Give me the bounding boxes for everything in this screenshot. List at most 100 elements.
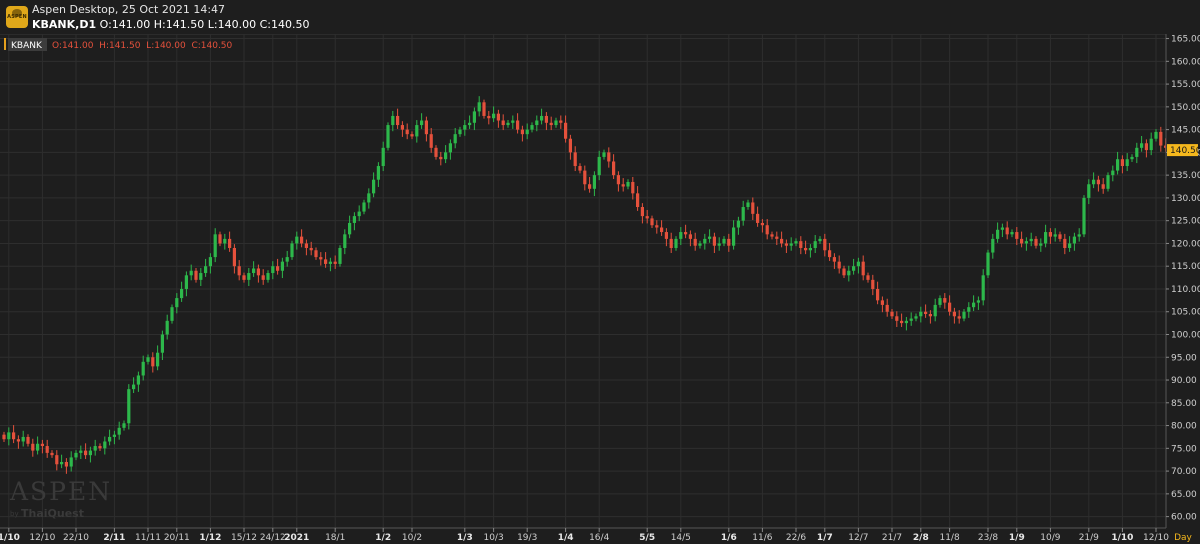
candle-body (276, 266, 280, 271)
candle (55, 450, 59, 471)
candle-body (64, 461, 68, 467)
candle (516, 113, 520, 134)
candle-body (189, 270, 193, 276)
candle (381, 141, 385, 172)
y-tick-label: 145.00 (1171, 126, 1200, 136)
candle-body (247, 273, 251, 280)
candle (1135, 142, 1139, 164)
candle (578, 163, 582, 174)
candle-body (976, 300, 980, 303)
candle-body (50, 452, 54, 456)
candle (583, 165, 587, 191)
candle (885, 298, 889, 317)
candle (376, 162, 380, 187)
y-tick-label: 75.00 (1171, 444, 1197, 454)
candlestick-chart[interactable]: ASPEN by ThaiQuest KBANK O:141.00 H:141.… (0, 34, 1200, 544)
candle-body (333, 261, 337, 264)
candle-body (708, 236, 712, 239)
candle (732, 220, 736, 250)
candle (520, 125, 524, 142)
legend-symbol-box[interactable] (8, 38, 47, 51)
candle (1044, 224, 1048, 248)
candle-body (391, 115, 395, 126)
candle-body (1015, 232, 1019, 239)
watermark-by: by (10, 510, 19, 518)
candle-body (492, 113, 496, 119)
legend-symbol[interactable]: KBANK (11, 41, 43, 51)
candle-body (621, 184, 625, 187)
candle (1000, 223, 1004, 238)
candle (501, 114, 505, 131)
candle-body (573, 152, 577, 167)
candle (463, 120, 467, 136)
candle-body (1082, 197, 1086, 235)
candle (962, 309, 966, 322)
y-tick-label: 150.00 (1171, 103, 1200, 113)
candle-body (1111, 170, 1115, 176)
candle-body (818, 238, 822, 242)
candle (765, 219, 769, 240)
candle-body (156, 352, 160, 367)
candle-body (12, 432, 16, 440)
candle (799, 236, 803, 255)
y-tick-label: 100.00 (1171, 330, 1200, 340)
candle (141, 355, 145, 381)
time-axis[interactable]: 1/10 12/10 22/10 2/11 11/11 20/11 1/12 15/12 24/… (0, 527, 1193, 543)
y-tick-label: 90.00 (1171, 376, 1197, 386)
candle-body (319, 257, 323, 260)
candle (12, 425, 16, 444)
y-tick-label: 110.00 (1171, 285, 1200, 295)
candle (208, 253, 212, 274)
candle (309, 241, 313, 256)
candle-body (213, 234, 217, 258)
x-tick-label: 12/10 (29, 533, 55, 543)
x-tick-label: 22/6 (786, 533, 806, 543)
candle (808, 244, 812, 258)
candle-body (386, 125, 390, 148)
aspen-logo: ASPEN (6, 6, 28, 28)
candle (477, 96, 481, 117)
candle (895, 311, 899, 327)
last-price-label: 140.50 (1170, 146, 1200, 156)
candle-body (895, 316, 899, 321)
candle (852, 258, 856, 275)
x-tick-label: 2021 (284, 533, 309, 543)
y-tick-label: 160.00 (1171, 57, 1200, 67)
candle (1024, 237, 1028, 251)
candle-body (309, 247, 313, 251)
candle-body (93, 446, 97, 451)
candle (1020, 231, 1024, 248)
candle (487, 110, 491, 125)
candle-body (506, 122, 510, 126)
chart-legend: KBANK O:141.00 H:141.50 L:140.00 C:140.5… (4, 38, 233, 51)
candle-body (986, 252, 990, 276)
candle (573, 146, 577, 172)
candle (266, 270, 270, 283)
candle (991, 233, 995, 259)
candle-body (813, 241, 817, 248)
last-price-marker: 140.50 (1167, 144, 1200, 157)
candle (213, 228, 217, 263)
candle-body (84, 450, 88, 456)
candle-body (468, 122, 472, 126)
candle (564, 115, 568, 143)
candle (804, 240, 808, 255)
candle (314, 247, 318, 260)
candle (948, 295, 952, 316)
x-tick-label: 10/9 (1040, 533, 1060, 543)
candle-body (549, 122, 553, 126)
candle (1068, 236, 1072, 252)
candle (717, 237, 721, 251)
candle-body (405, 129, 409, 135)
price-axis[interactable]: 165.00160.00155.00150.00145.00140.00135.… (1165, 34, 1200, 544)
candle-body (1120, 159, 1124, 167)
candle-body (415, 125, 419, 137)
candle-body (880, 300, 884, 305)
candle-body (583, 170, 587, 185)
candle (746, 199, 750, 210)
candle (415, 120, 419, 143)
candle-body (1029, 238, 1033, 242)
candle (938, 295, 942, 308)
candle (900, 313, 904, 327)
candle-body (256, 268, 260, 276)
